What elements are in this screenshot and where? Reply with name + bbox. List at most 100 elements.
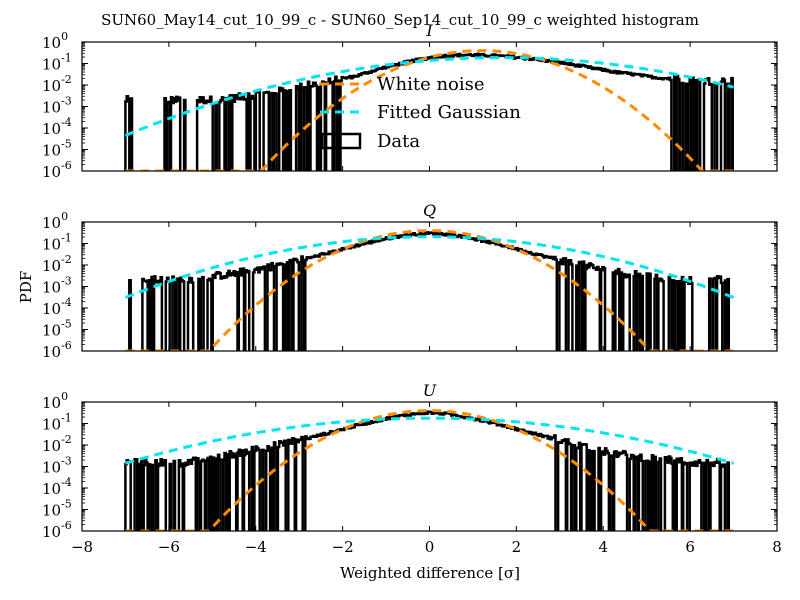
tick-exponent: -2 [61,253,72,266]
tick-base: 10 [42,99,61,117]
tick-base: 10 [42,257,61,275]
tick-exponent: 0 [61,390,68,403]
tick-exponent: -4 [61,476,72,489]
tick-exponent: -6 [61,519,72,532]
y-tick-label: 10-1 [42,52,72,74]
x-tick-label: −4 [245,538,267,556]
tick-exponent: -3 [61,95,72,108]
tick-base: 10 [42,480,61,498]
y-tick-label: 10-1 [42,232,72,254]
tick-base: 10 [42,77,61,95]
tick-exponent: -1 [61,232,72,245]
tick-exponent: -4 [61,296,72,309]
tick-exponent: -6 [61,339,72,352]
y-tick-label: 10-2 [42,253,72,275]
panel-title: U [423,381,437,400]
fitted-gaussian-curve [125,416,734,465]
tick-base: 10 [42,300,61,318]
legend-swatch-box [320,132,362,150]
plot-area [124,49,734,171]
tick-base: 10 [42,142,61,160]
x-tick-label: −8 [71,538,93,556]
y-tick-label: 10-5 [42,318,72,340]
legend-label: Data [377,131,420,152]
y-axis-label: PDF [17,271,35,304]
tick-base: 10 [42,163,61,181]
fitted-gaussian-curve [124,56,734,137]
tick-exponent: -3 [61,455,72,468]
tick-exponent: -2 [61,73,72,86]
tick-exponent: -5 [61,498,72,511]
y-tick-label: 10-1 [42,412,72,434]
y-tick-label: 10-5 [42,498,72,520]
panel-title: Q [423,201,436,220]
tick-base: 10 [42,120,61,138]
y-tick-label: 10-2 [42,433,72,455]
y-tick-label: 100 [42,210,68,232]
legend-label: Fitted Gaussian [377,102,521,123]
legend-entry: Fitted Gaussian [320,102,521,123]
tick-base: 10 [42,34,61,52]
legend-entry: Data [320,131,420,152]
tick-exponent: 0 [61,210,68,223]
tick-exponent: -5 [61,318,72,331]
fitted-gaussian-curve [124,235,735,299]
data-histogram [124,410,731,531]
tick-exponent: -1 [61,52,72,65]
plot-area [124,229,735,351]
y-tick-label: 10-3 [42,95,72,117]
tick-exponent: -2 [61,433,72,446]
tick-exponent: -4 [61,116,72,129]
tick-exponent: -6 [61,159,72,172]
x-tick-label: 2 [512,538,522,556]
y-tick-label: 10-6 [42,159,72,181]
y-tick-label: 10-5 [42,138,72,160]
y-tick-label: 10-3 [42,455,72,477]
legend-entry: White noise [320,74,485,95]
x-axis-label: Weighted difference [σ] [340,564,520,582]
y-tick-label: 10-6 [42,519,72,541]
legend-label: White noise [377,74,485,95]
tick-exponent: -1 [61,412,72,425]
panel-U: U−8 −6 −4 −2 0 2 4 6 810010-110-210-310-410-510-… [42,381,782,556]
tick-base: 10 [42,322,61,340]
y-tick-label: 10-4 [42,476,72,498]
plot-area [124,409,734,531]
panel-title: I [425,21,433,40]
tick-base: 10 [42,459,61,477]
white-noise-curve [125,409,734,531]
panels: I10010-110-210-310-410-510-6Q10010-110-2… [42,21,782,556]
y-tick-label: 10-4 [42,116,72,138]
x-tick-label: 8 [772,538,782,556]
tick-exponent: -3 [61,275,72,288]
x-tick-label: −2 [332,538,354,556]
x-tick-label: 0 [425,538,435,556]
tick-base: 10 [42,523,61,541]
tick-base: 10 [42,214,61,232]
tick-base: 10 [42,502,61,520]
x-tick-label: 6 [685,538,695,556]
y-tick-label: 100 [42,30,68,52]
tick-exponent: -5 [61,138,72,151]
white-noise-curve [125,49,734,171]
y-tick-label: 10-3 [42,275,72,297]
tick-base: 10 [42,343,61,361]
data-histogram [124,231,731,351]
tick-base: 10 [42,236,61,254]
y-tick-label: 10-2 [42,73,72,95]
tick-base: 10 [42,56,61,74]
x-tick-label: −6 [158,538,180,556]
white-noise-curve [125,229,734,351]
tick-exponent: 0 [61,30,68,43]
y-tick-label: 10-4 [42,296,72,318]
tick-base: 10 [42,437,61,455]
tick-base: 10 [42,279,61,297]
tick-base: 10 [42,394,61,412]
y-tick-label: 100 [42,390,68,412]
figure-title: SUN60_May14_cut_10_99_c - SUN60_Sep14_cu… [101,11,699,29]
y-tick-label: 10-6 [42,339,72,361]
legend: White noise Fitted Gaussian Data [320,74,521,152]
